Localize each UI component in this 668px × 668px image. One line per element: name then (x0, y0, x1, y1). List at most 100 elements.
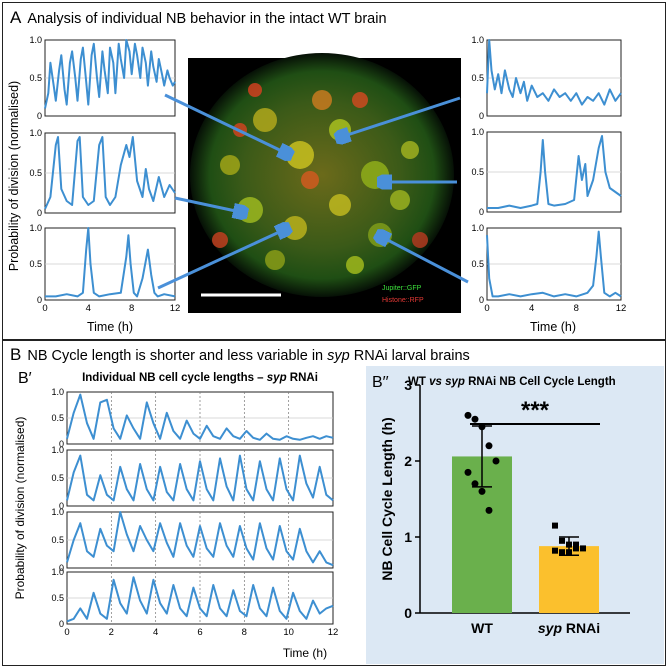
series-line (487, 135, 622, 209)
panel-b-frame (2, 340, 666, 666)
cell-blob (301, 171, 319, 189)
y-tick-label: 1.0 (29, 128, 42, 138)
chart-b1-row2: 0 0.5 1.0 (51, 445, 334, 511)
y-tick-label: 3 (404, 377, 412, 393)
data-point (478, 423, 486, 431)
data-point (559, 549, 565, 556)
cell-blob (237, 197, 263, 223)
x-tick-label: 0 (484, 303, 489, 314)
y-tick-label: 0 (59, 563, 64, 573)
arrows (157, 93, 469, 290)
y-tick-label: 0.5 (471, 73, 484, 83)
data-point (580, 545, 586, 552)
category-label-italic: syp (538, 620, 563, 636)
cell-blob (212, 232, 228, 248)
cell-blob (329, 194, 351, 216)
arrow-a-right-top (338, 96, 461, 138)
y-tick-label: 1.0 (29, 35, 42, 45)
series-line (44, 39, 176, 109)
y-axis-label: NB Cell Cycle Length (h) (379, 417, 395, 580)
x-tick-label: 8 (129, 303, 134, 314)
cell-blob (401, 141, 419, 159)
y-tick-label: 0 (37, 295, 42, 305)
y-tick-label: 0 (479, 207, 484, 217)
cell-blob (361, 161, 389, 189)
category-label-rest: RNAi (562, 620, 600, 636)
y-tick-label: 0 (59, 619, 64, 629)
panel-a-xlabel-right: Time (h) (530, 320, 576, 334)
panel-b-letter: B (10, 345, 22, 364)
x-tick-label: 4 (529, 303, 534, 314)
data-point (552, 522, 558, 529)
data-point (566, 541, 572, 548)
cell-blob (352, 92, 368, 108)
y-tick-label: 0 (37, 111, 42, 121)
chart-b1-row1: 0 0.5 1.0 (51, 387, 334, 449)
series-line (66, 511, 334, 567)
chart-a-right-top: 0 0.5 1.0 (471, 35, 622, 121)
panel-b-title-italic: syp (327, 348, 350, 364)
y-tick-label: 1.0 (51, 507, 64, 517)
y-tick-label: 0 (479, 111, 484, 121)
panel-b-title-post: RNAi larval brains (349, 348, 470, 364)
chart-b1-row3: 0 0.5 1.0 (51, 507, 334, 573)
y-tick-label: 0.5 (29, 73, 42, 83)
data-point (478, 487, 486, 495)
x-tick-label: 4 (153, 627, 158, 638)
data-point (559, 537, 565, 544)
panel-b1-title: Individual NB cell cycle lengths – syp R… (82, 372, 318, 384)
panel-b-title-pre: NB Cycle length is shorter and less vari… (27, 348, 328, 364)
series-line (486, 230, 622, 298)
data-point (464, 468, 472, 476)
data-point (573, 541, 579, 548)
y-tick-label: 0.5 (51, 593, 64, 603)
y-tick-label: 2 (404, 453, 412, 469)
x-tick-label: 2 (109, 627, 114, 638)
panel-b1-xlabel: Time (h) (283, 646, 327, 660)
y-tick-label: 1.0 (471, 223, 484, 233)
x-tick-label: 12 (328, 627, 339, 638)
data-point (552, 547, 558, 554)
chart-a-right-bottom: 0 0.5 1.0 0 4 8 12 (471, 223, 626, 314)
data-point (464, 411, 472, 419)
panel-b2-label: B′′ (372, 374, 389, 391)
arrow-a-left-mid (174, 196, 245, 213)
panel-a-frame (2, 2, 666, 340)
y-tick-label: 0.5 (471, 167, 484, 177)
panel-b-heading: B NB Cycle length is shorter and less var… (10, 345, 470, 365)
series-line (66, 454, 334, 502)
series-line (66, 576, 334, 623)
panel-b1-ylabel: Probability of division (normalised) (13, 417, 27, 600)
chart-b1-row4: 0 0.5 1.0 0 2 4 6 8 10 12 (51, 567, 338, 638)
cell-blob (220, 155, 240, 175)
y-tick-label: 1.0 (51, 445, 64, 455)
y-tick-label: 0 (479, 295, 484, 305)
x-tick-label: 8 (574, 303, 579, 314)
x-tick-label: 4 (86, 303, 91, 314)
panel-b1-label: B′ (18, 370, 32, 387)
cell-blob (312, 90, 332, 110)
category-label-0: WT (471, 620, 493, 636)
cell-blob (390, 190, 410, 210)
panel-b2-title-italic: vs syp (429, 376, 465, 388)
x-tick-label: 10 (283, 627, 294, 638)
charts-layer: 00.51.000.51.000.51.00 4 8 1200.51.000.51.0… (29, 35, 630, 638)
chart-a-right-mid: 0 0.5 1.0 (471, 127, 622, 217)
y-tick-label: 0 (59, 501, 64, 511)
y-tick-label: 0.5 (51, 413, 64, 423)
y-tick-label: 0.5 (29, 168, 42, 178)
arrow-a-left-bottom (157, 228, 288, 290)
data-point (485, 442, 493, 450)
series-line (45, 227, 176, 298)
y-tick-label: 0 (59, 439, 64, 449)
panel-a-ylabel: Probability of division (normalised) (7, 81, 21, 271)
legend-rfp: Histone::RFP (382, 297, 424, 304)
data-point (471, 415, 479, 423)
y-tick-label: 0.5 (29, 259, 42, 269)
x-tick-label: 12 (616, 303, 627, 314)
panel-b1-title-post: RNAi (287, 372, 318, 384)
legend-gfp: Jupiter::GFP (382, 285, 422, 292)
panel-b2-title-pre: WT (408, 376, 429, 388)
